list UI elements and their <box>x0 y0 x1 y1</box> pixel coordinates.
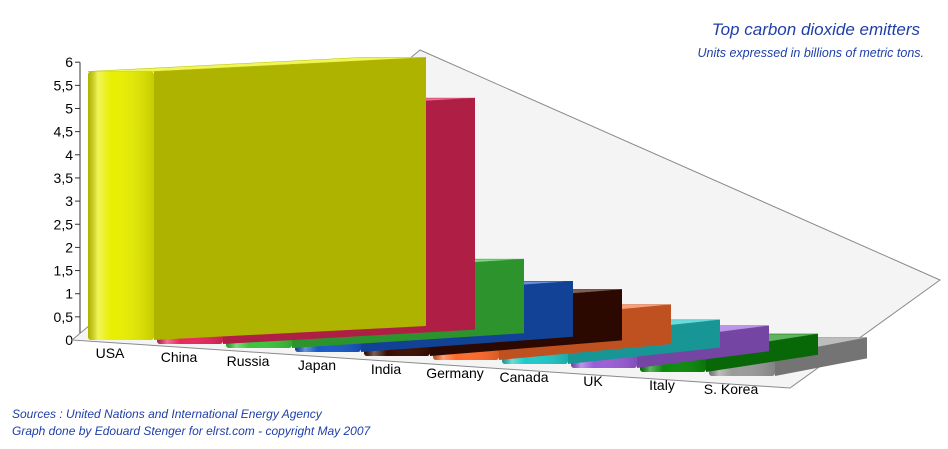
bars <box>87 57 868 376</box>
y-tick-label: 2,5 <box>54 216 74 232</box>
y-tick-label: 6 <box>65 54 73 70</box>
credit-note: Graph done by Edouard Stenger for elrst.… <box>12 424 371 438</box>
x-tick-label: USA <box>96 345 125 361</box>
x-tick-label: S. Korea <box>704 381 759 397</box>
y-axis: 0 0,5 1 1,5 2 2,5 3 3,5 4 4,5 5 5,5 6 <box>54 54 81 348</box>
x-tick-label: Canada <box>499 369 548 385</box>
bar-usa <box>87 57 427 341</box>
x-tick-label: Italy <box>649 377 675 393</box>
chart-subtitle: Units expressed in billions of metric to… <box>697 46 924 60</box>
y-tick-label: 3 <box>65 193 73 209</box>
x-tick-label: Japan <box>298 357 336 373</box>
y-tick-label: 3,5 <box>54 170 74 186</box>
y-tick-label: 0 <box>65 332 73 348</box>
bar-highlight <box>88 71 154 341</box>
chart-title: Top carbon dioxide emitters <box>711 20 920 39</box>
y-tick-label: 0,5 <box>54 309 74 325</box>
y-tick-label: 4 <box>65 147 73 163</box>
y-tick-label: 1 <box>65 286 73 302</box>
x-axis-labels: S. Korea Italy UK Canada Germany India Japan Ru… <box>96 345 759 397</box>
x-tick-label: India <box>371 361 402 377</box>
x-tick-label: UK <box>583 373 603 389</box>
y-tick-label: 4,5 <box>54 124 74 140</box>
bar-side <box>706 333 818 372</box>
y-tick-label: 1,5 <box>54 263 74 279</box>
bar-side <box>154 57 426 341</box>
x-tick-label: China <box>161 349 198 365</box>
y-tick-label: 2 <box>65 239 73 255</box>
bar-side <box>775 337 867 376</box>
y-tick-label: 5,5 <box>54 77 74 93</box>
sources-note: Sources : United Nations and Internation… <box>12 407 322 421</box>
x-tick-label: Germany <box>426 365 484 381</box>
y-tick-label: 5 <box>65 101 73 117</box>
x-tick-label: Russia <box>227 353 270 369</box>
